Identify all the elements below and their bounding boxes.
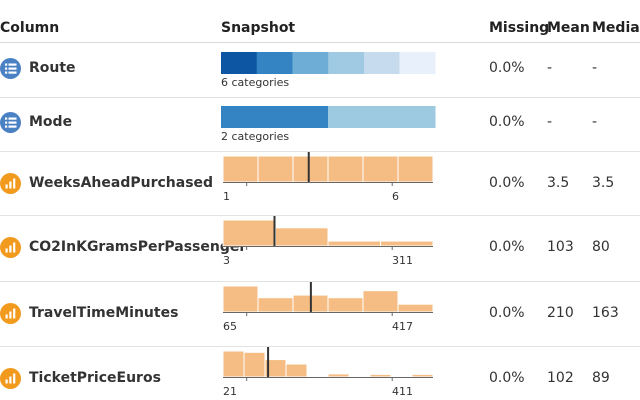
histogram	[222, 347, 434, 381]
category-segment	[328, 52, 365, 74]
column-row-ticketpriceeuros[interactable]: TicketPriceEuros 0.0% 102 89 21 411	[0, 346, 640, 400]
histogram-bar	[243, 351, 266, 378]
missing-value: 0.0%	[489, 175, 525, 191]
mean-value: -	[547, 114, 553, 130]
column-row-traveltimeminutes[interactable]: TravelTimeMinutes 0.0% 210 163 65 417	[0, 281, 640, 347]
mean-value: -	[547, 60, 553, 76]
histogram-bar	[411, 373, 434, 378]
bar-chart-icon	[0, 237, 21, 258]
median-value: -	[592, 114, 598, 130]
histogram-bar	[292, 155, 329, 183]
category-segment	[221, 106, 329, 128]
snapshot-chart	[221, 106, 436, 128]
histogram-bar	[222, 285, 259, 313]
column-name[interactable]: WeeksAheadPurchased	[29, 175, 214, 191]
range-max-label: 311	[392, 254, 413, 267]
mean-value: 210	[547, 305, 574, 321]
range-min-label: 21	[223, 385, 237, 398]
histogram-bar	[222, 219, 276, 247]
range-min-label: 65	[223, 320, 237, 333]
category-segment	[221, 52, 258, 74]
median-value: 3.5	[592, 175, 615, 191]
list-icon	[0, 58, 21, 79]
snapshot-chart	[221, 347, 435, 383]
bar-chart-icon	[0, 303, 21, 324]
missing-value: 0.0%	[489, 114, 525, 130]
column-row-route[interactable]: Route 0.0% - - 6 categories	[0, 43, 640, 98]
snapshot-chart	[221, 152, 435, 188]
category-segment	[328, 106, 436, 128]
histogram-bar	[380, 240, 434, 247]
column-name[interactable]: TravelTimeMinutes	[29, 305, 179, 321]
median-header[interactable]: Median	[592, 20, 640, 36]
missing-value: 0.0%	[489, 239, 525, 255]
list-icon	[0, 112, 21, 133]
histogram-bar	[327, 155, 364, 183]
category-count: 2 categories	[221, 130, 290, 143]
category-bar	[221, 52, 436, 74]
histogram-bar	[397, 303, 434, 313]
category-segment	[292, 52, 329, 74]
range-max-label: 6	[392, 190, 399, 203]
column-name[interactable]: CO2InKGramsPerPassenger	[29, 239, 247, 255]
histogram-bar	[327, 373, 350, 378]
range-min-label: 1	[223, 190, 230, 203]
bar-chart-icon	[0, 173, 21, 194]
snapshot-chart	[221, 216, 435, 252]
histogram-bar	[362, 290, 399, 313]
histogram-bar	[327, 297, 364, 313]
histogram-bar	[362, 155, 399, 183]
missing-value: 0.0%	[489, 60, 525, 76]
column-name[interactable]: Mode	[29, 114, 73, 130]
mean-value: 103	[547, 239, 574, 255]
histogram-bar	[222, 155, 259, 183]
histogram-bar	[369, 373, 392, 378]
median-value: 80	[592, 239, 610, 255]
column-row-weeksaheadpurchased[interactable]: WeeksAheadPurchased 0.0% 3.5 3.5 1 6	[0, 151, 640, 216]
histogram-bar	[327, 240, 381, 247]
histogram-bar	[222, 350, 245, 378]
table-header: Column Snapshot Missing Mean Median	[0, 0, 640, 43]
column-name[interactable]: TicketPriceEuros	[29, 370, 161, 386]
median-value: -	[592, 60, 598, 76]
histogram-bar	[275, 227, 329, 247]
range-min-label: 3	[223, 254, 230, 267]
median-value: 89	[592, 370, 610, 386]
missing-value: 0.0%	[489, 370, 525, 386]
category-segment	[363, 52, 400, 74]
snapshot-chart	[221, 282, 435, 318]
mean-header[interactable]: Mean	[547, 20, 590, 36]
median-value: 163	[592, 305, 619, 321]
category-segment	[256, 52, 293, 74]
histogram-bar	[257, 297, 294, 313]
range-max-label: 411	[392, 385, 413, 398]
column-row-mode[interactable]: Mode 0.0% - - 2 categories	[0, 97, 640, 152]
category-segment	[399, 52, 436, 74]
histogram	[222, 216, 434, 250]
range-max-label: 417	[392, 320, 413, 333]
snapshot-chart	[221, 52, 436, 74]
column-header[interactable]: Column	[0, 20, 60, 36]
missing-value: 0.0%	[489, 305, 525, 321]
histogram-bar	[257, 155, 294, 183]
category-bar	[221, 106, 436, 128]
histogram	[222, 152, 434, 186]
column-row-co2inkgramsperpassenger[interactable]: CO2InKGramsPerPassenger 0.0% 103 80 3 311	[0, 215, 640, 282]
category-count: 6 categories	[221, 76, 290, 89]
missing-header[interactable]: Missing	[489, 20, 550, 36]
histogram-bar	[285, 363, 308, 378]
histogram-bar	[397, 155, 434, 183]
snapshot-header[interactable]: Snapshot	[221, 20, 296, 36]
mean-value: 3.5	[547, 175, 570, 191]
bar-chart-icon	[0, 368, 21, 389]
column-name[interactable]: Route	[29, 60, 76, 76]
mean-value: 102	[547, 370, 574, 386]
histogram	[222, 282, 434, 316]
